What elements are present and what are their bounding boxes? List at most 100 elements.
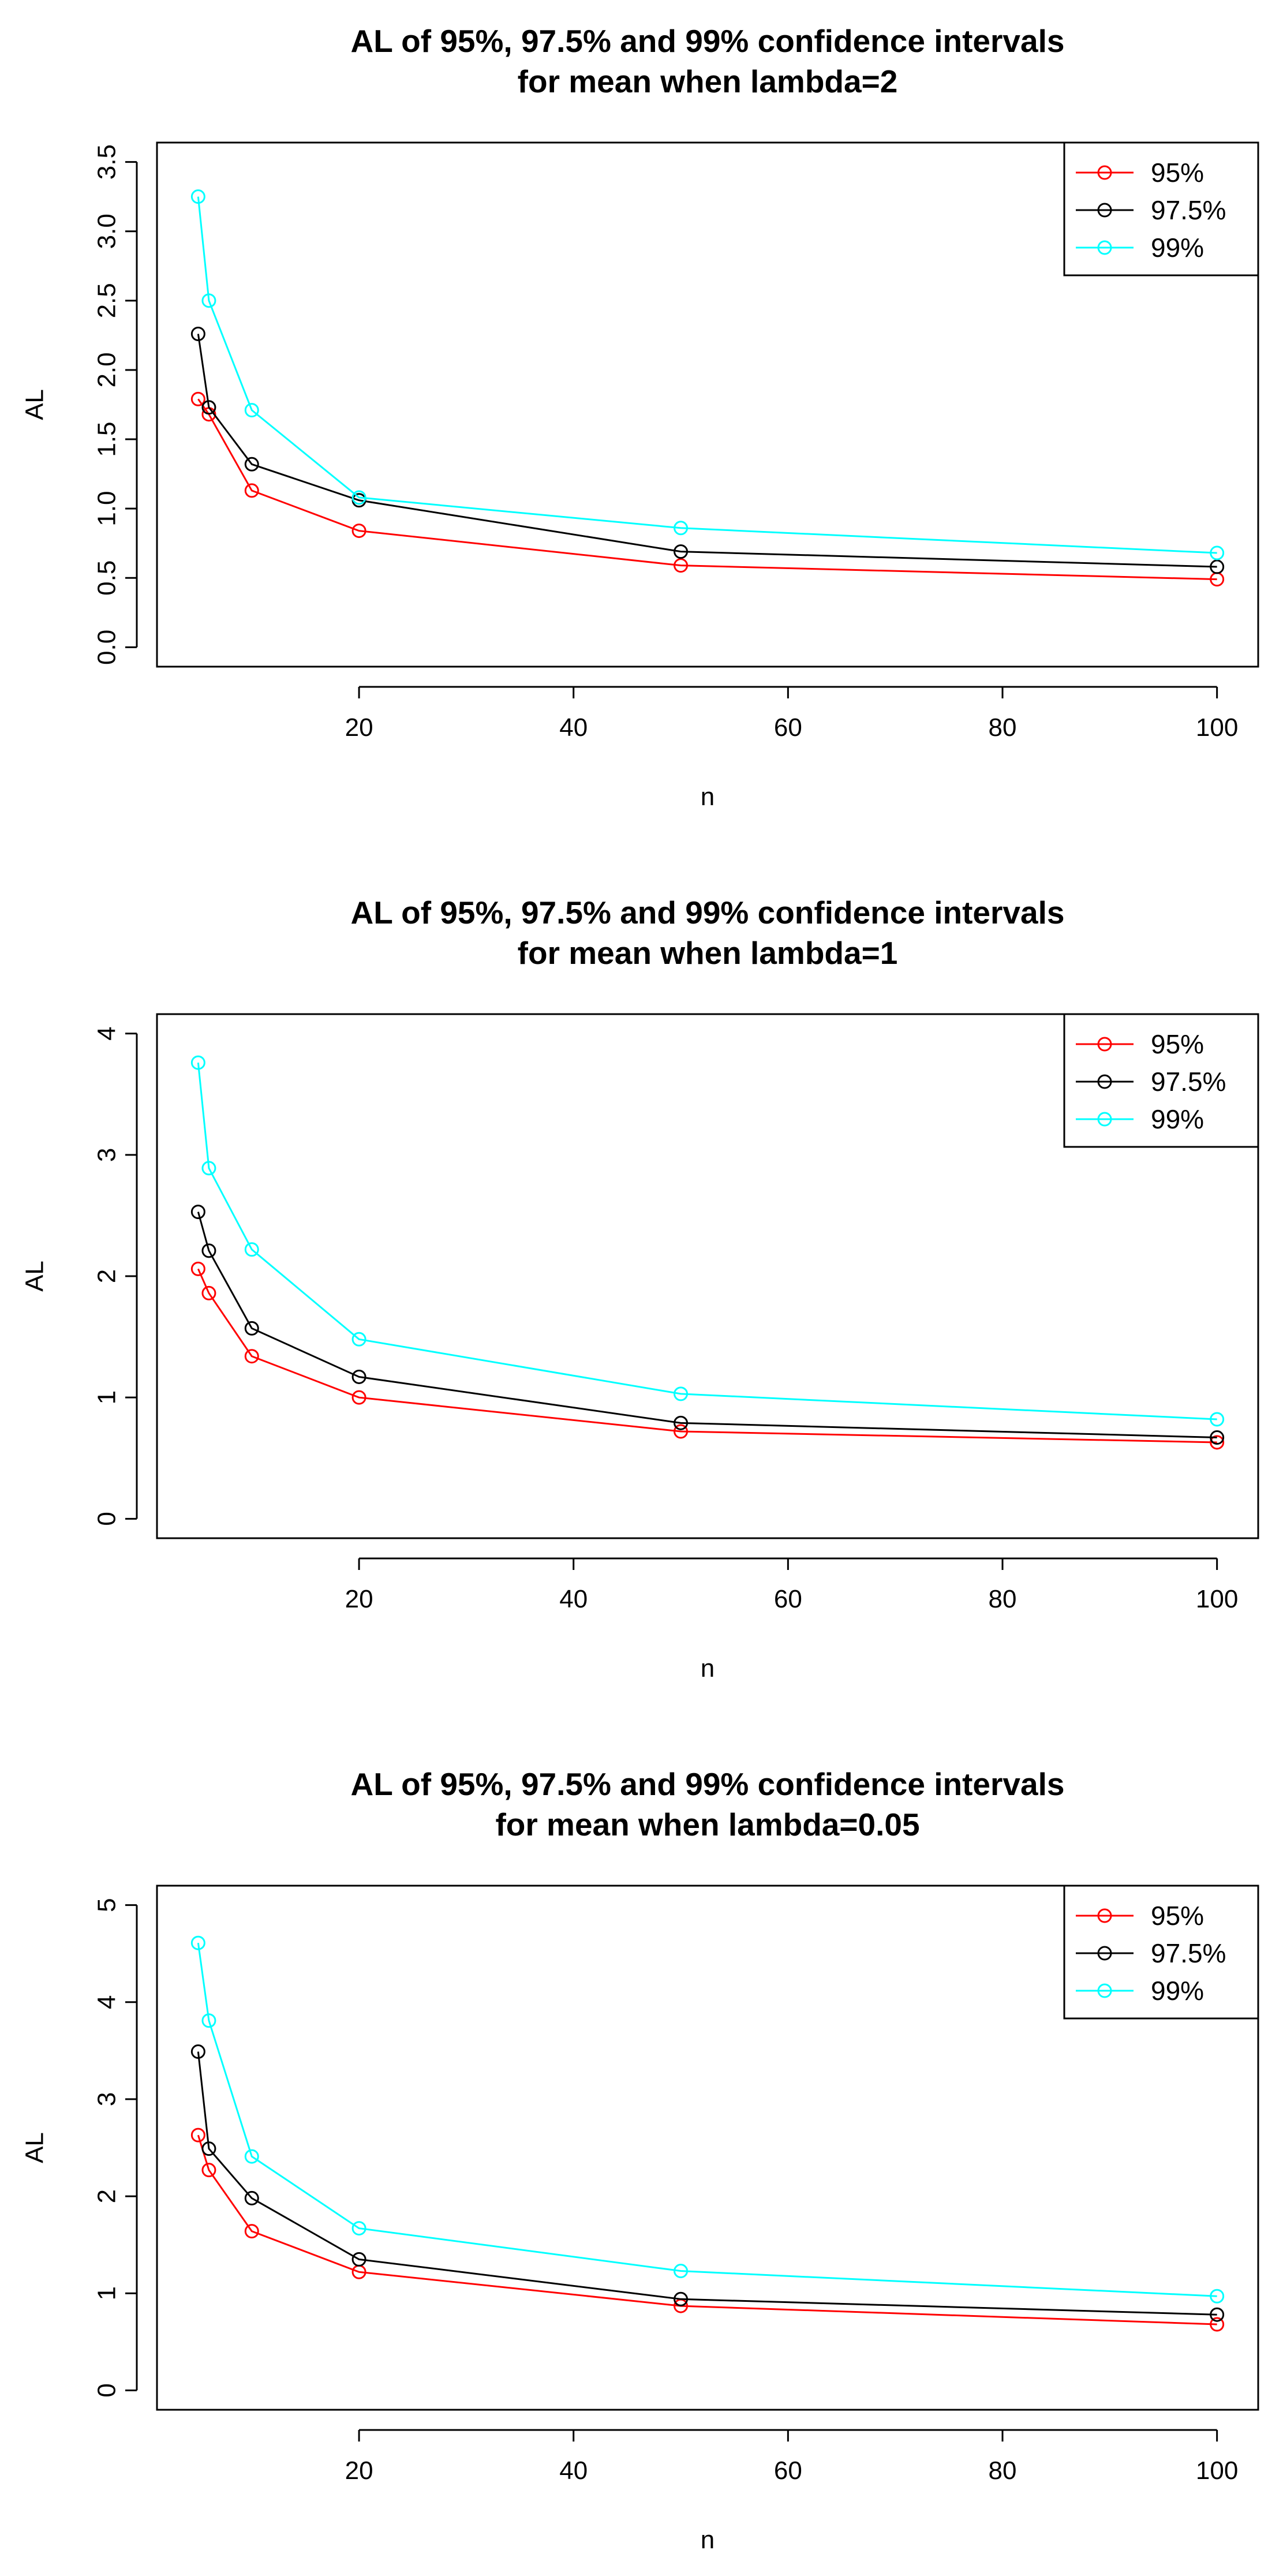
legend-box	[1063, 1885, 1259, 2020]
data-point	[1210, 545, 1225, 560]
legend-label: 97.5%	[1151, 195, 1226, 225]
data-point	[1210, 559, 1225, 574]
data-point	[674, 1415, 689, 1430]
y-tick-label: 0.0	[93, 630, 121, 665]
series-line	[197, 398, 1217, 581]
series-99%	[190, 1935, 1225, 2304]
series-99%	[190, 189, 1225, 560]
data-point	[674, 2291, 689, 2306]
chart-title-line-2: for mean when lambda=0.05	[495, 1807, 919, 1842]
legend-swatch-marker	[1097, 1112, 1112, 1127]
y-tick-label: 2	[93, 2189, 121, 2203]
data-point	[201, 293, 216, 308]
y-tick-label: 0	[93, 2383, 121, 2397]
data-point	[244, 2190, 259, 2205]
data-point	[1210, 1435, 1225, 1450]
data-point	[351, 1332, 366, 1347]
y-tick-label: 3.0	[93, 214, 121, 249]
series-97.5%	[190, 326, 1225, 574]
series-95%	[190, 391, 1225, 587]
y-tick-label: 0	[93, 1512, 121, 1526]
legend-box	[1063, 141, 1259, 276]
data-point	[201, 2013, 216, 2028]
legend-label: 95%	[1151, 1029, 1204, 1059]
data-point	[351, 524, 366, 539]
y-tick-label: 1.5	[93, 421, 121, 457]
chart-title-line-1: AL of 95%, 97.5% and 99% confidence inte…	[351, 23, 1065, 59]
data-point	[351, 1369, 366, 1384]
legend-swatch-marker	[1097, 240, 1112, 255]
x-tick-label: 20	[345, 1585, 373, 1613]
series-line	[197, 2134, 1217, 2325]
y-tick-label: 1	[93, 2286, 121, 2300]
data-point	[201, 1243, 216, 1258]
chart-panel-1: AL of 95%, 97.5% and 99% confidence inte…	[21, 23, 1259, 811]
series-97.5%	[190, 1205, 1225, 1445]
y-axis-label: AL	[21, 2132, 49, 2163]
plot-frame	[156, 1885, 1259, 2411]
chart-title-line-1: AL of 95%, 97.5% and 99% confidence inte…	[351, 895, 1065, 930]
legend-swatch-marker	[1097, 1946, 1112, 1961]
x-tick-label: 60	[774, 1585, 802, 1613]
data-point	[190, 1055, 205, 1070]
data-point	[201, 2141, 216, 2156]
y-tick-label: 3	[93, 2092, 121, 2106]
data-point	[244, 403, 259, 418]
x-tick-label: 100	[1196, 1585, 1238, 1613]
plot-frame	[156, 1013, 1259, 1539]
data-point	[674, 521, 689, 536]
x-tick-label: 20	[345, 2457, 373, 2485]
series-line	[197, 2051, 1217, 2316]
x-axis-label: n	[701, 1654, 715, 1683]
data-point	[190, 391, 205, 406]
legend-swatch-marker	[1097, 203, 1112, 218]
data-point	[1210, 2307, 1225, 2322]
y-tick-label: 1.0	[93, 491, 121, 526]
x-tick-label: 100	[1196, 713, 1238, 742]
data-point	[201, 1161, 216, 1176]
series-line	[197, 196, 1217, 554]
x-tick-label: 80	[989, 713, 1017, 742]
series-97.5%	[190, 2044, 1225, 2322]
data-point	[674, 1386, 689, 1401]
data-point	[351, 2252, 366, 2267]
legend-swatch-marker	[1097, 1908, 1112, 1923]
data-point	[674, 2264, 689, 2279]
data-point	[201, 2163, 216, 2178]
data-point	[190, 326, 205, 341]
x-tick-label: 60	[774, 2457, 802, 2485]
y-tick-label: 3	[93, 1148, 121, 1162]
x-tick-label: 40	[559, 2457, 588, 2485]
legend-label: 99%	[1151, 233, 1204, 263]
series-95%	[190, 1261, 1225, 1450]
legend-box	[1063, 1013, 1259, 1148]
data-point	[1210, 2317, 1225, 2332]
y-tick-label: 2.0	[93, 352, 121, 387]
y-tick-label: 1	[93, 1390, 121, 1404]
data-point	[190, 1205, 205, 1220]
x-tick-label: 60	[774, 713, 802, 742]
legend-swatch-marker	[1097, 1074, 1112, 1089]
data-point	[351, 490, 366, 505]
y-tick-label: 2	[93, 1269, 121, 1283]
data-point	[674, 558, 689, 573]
chart-panel-2: AL of 95%, 97.5% and 99% confidence inte…	[21, 895, 1259, 1683]
data-point	[244, 2149, 259, 2164]
y-axis-label: AL	[21, 1261, 49, 1292]
data-point	[1210, 2289, 1225, 2304]
data-point	[244, 457, 259, 472]
legend-label: 95%	[1151, 158, 1204, 188]
series-line	[197, 1943, 1217, 2297]
x-tick-label: 40	[559, 1585, 588, 1613]
legend-label: 97.5%	[1151, 1938, 1226, 1968]
y-tick-label: 4	[93, 1026, 121, 1040]
legend-swatch-marker	[1097, 165, 1112, 180]
data-point	[201, 400, 216, 415]
y-tick-label: 4	[93, 1995, 121, 2009]
x-axis-label: n	[701, 783, 715, 811]
data-point	[244, 1349, 259, 1364]
chart-title-line-1: AL of 95%, 97.5% and 99% confidence inte…	[351, 1766, 1065, 1802]
y-tick-label: 2.5	[93, 283, 121, 318]
data-point	[1210, 1430, 1225, 1445]
